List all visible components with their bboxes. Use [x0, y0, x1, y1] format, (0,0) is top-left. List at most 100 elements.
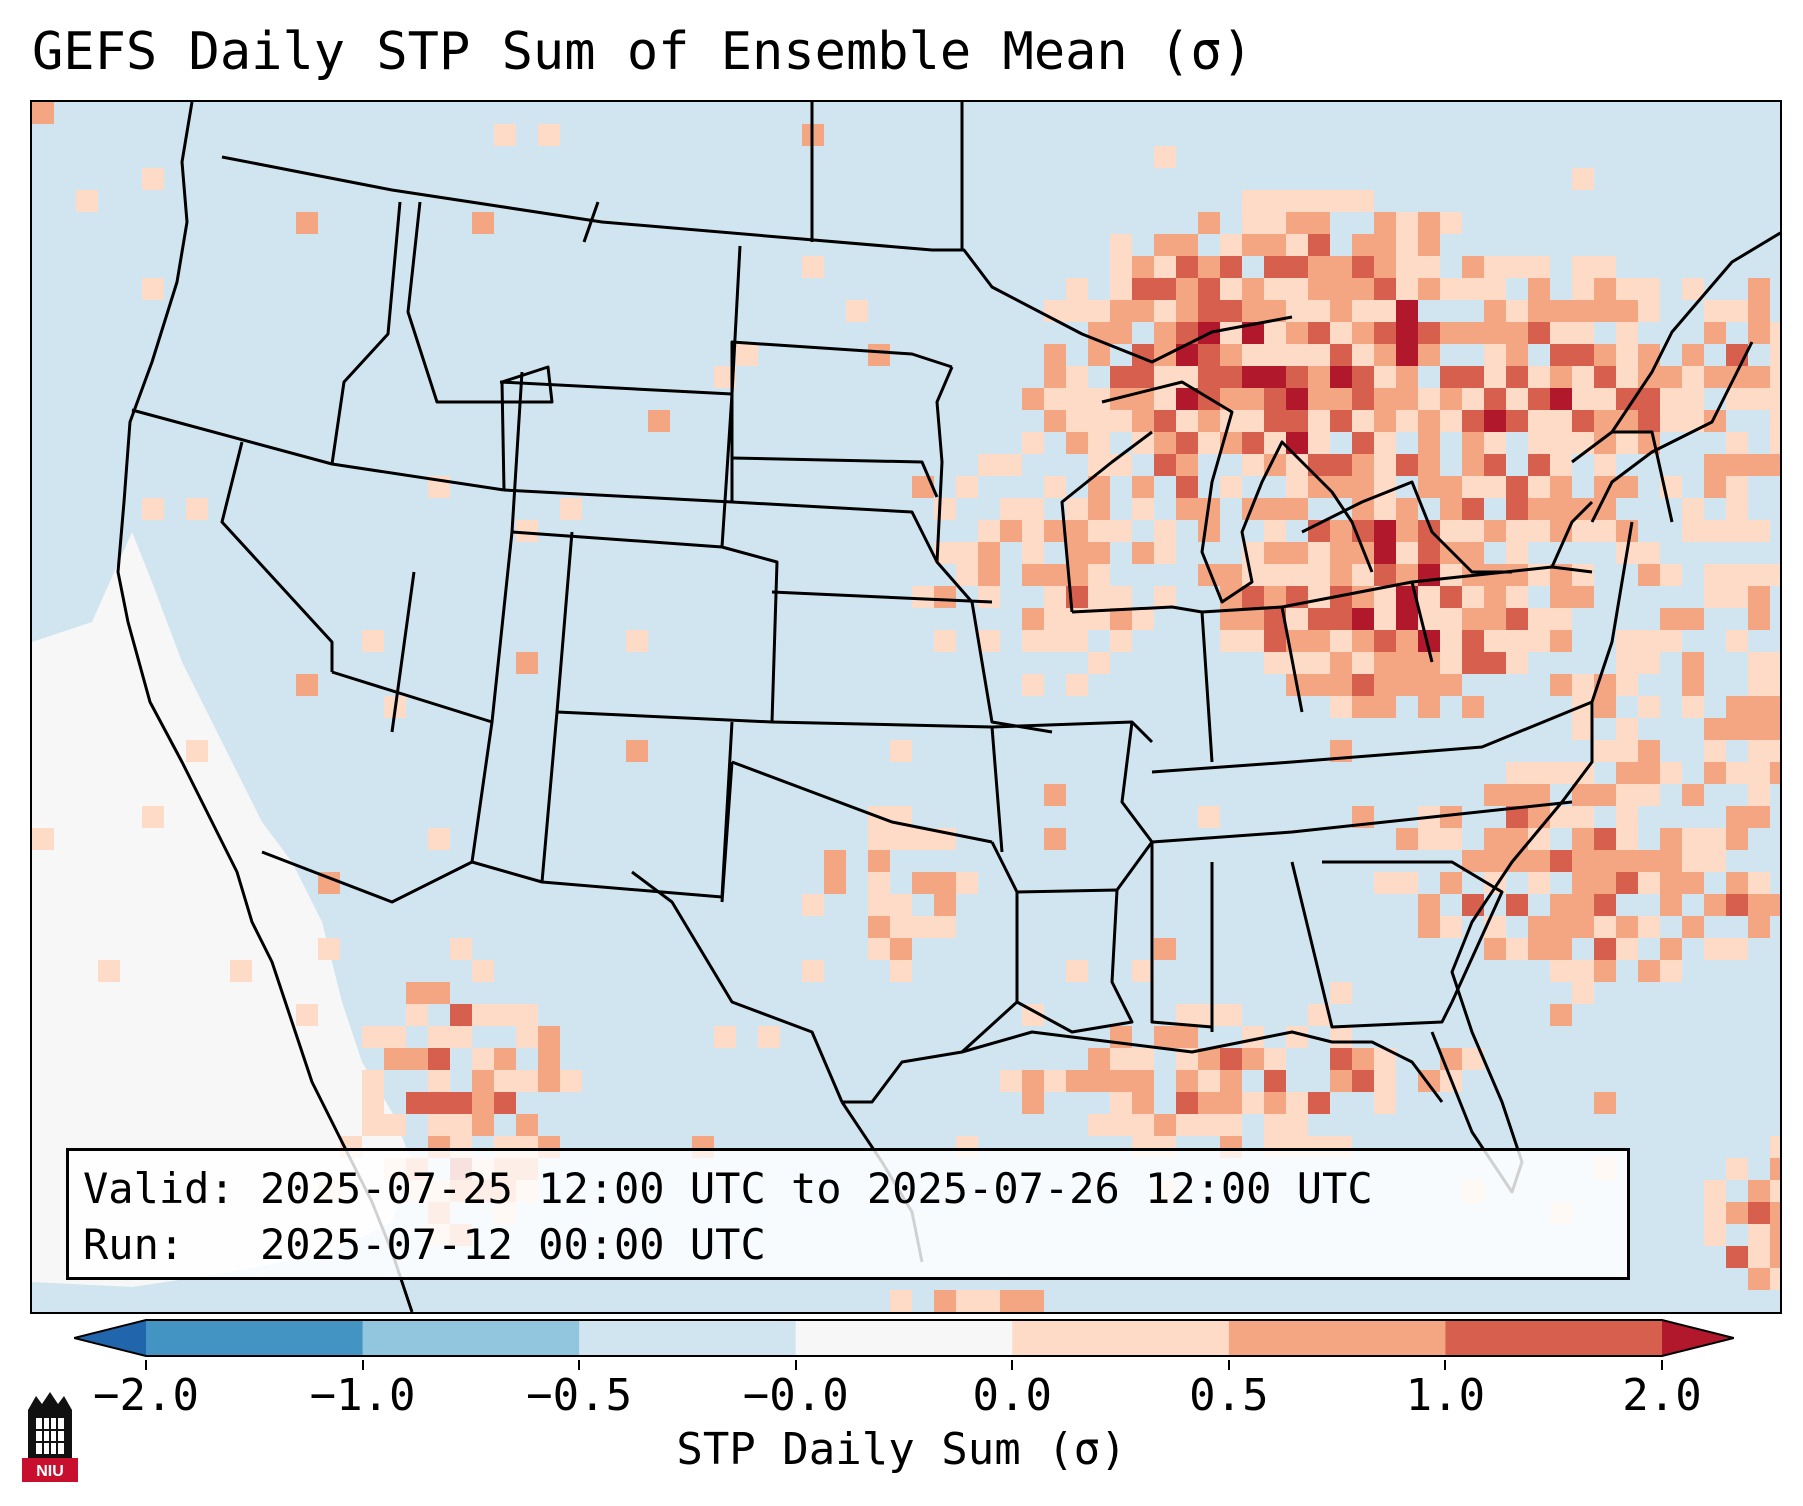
stp-cell: [1748, 300, 1770, 322]
stp-cell: [1748, 718, 1770, 740]
stp-cell: [1308, 586, 1330, 608]
stp-cell: [1528, 278, 1550, 300]
stp-cell: [560, 498, 582, 520]
stp-cell: [1484, 784, 1506, 806]
stp-cell: [626, 740, 648, 762]
stp-cell: [1748, 674, 1770, 696]
stp-cell: [1440, 212, 1462, 234]
stp-cell: [1176, 1026, 1198, 1048]
stp-cell: [1198, 344, 1220, 366]
stp-cell: [1374, 476, 1396, 498]
stp-cell: [1088, 476, 1110, 498]
stp-cell: [1088, 564, 1110, 586]
stp-cell: [1484, 850, 1506, 872]
stp-cell: [1154, 586, 1176, 608]
stp-cell: [1132, 300, 1154, 322]
stp-cell: [1462, 366, 1484, 388]
stp-cell: [1616, 718, 1638, 740]
stp-cell: [1132, 476, 1154, 498]
stp-cell: [1462, 630, 1484, 652]
stp-cell: [1176, 1114, 1198, 1136]
stp-cell: [1220, 344, 1242, 366]
stp-cell: [1726, 388, 1748, 410]
stp-cell: [1506, 520, 1528, 542]
stp-cell: [362, 1070, 384, 1092]
stp-cell: [1616, 872, 1638, 894]
stp-cell: [1484, 630, 1506, 652]
stp-cell: [1528, 850, 1550, 872]
stp-cell: [1176, 1070, 1198, 1092]
stp-cell: [1638, 542, 1660, 564]
stp-cell: [142, 278, 164, 300]
stp-cell: [428, 1114, 450, 1136]
stp-cell: [1286, 234, 1308, 256]
stp-cell: [1528, 322, 1550, 344]
stp-cell: [1616, 828, 1638, 850]
stp-cell: [1286, 388, 1308, 410]
stp-cell: [1726, 1246, 1748, 1268]
stp-cell: [802, 960, 824, 982]
stp-cell: [1550, 586, 1572, 608]
stp-cell: [1396, 388, 1418, 410]
stp-cell: [1396, 630, 1418, 652]
stp-cell: [1264, 630, 1286, 652]
stp-cell: [1286, 366, 1308, 388]
stp-cell: [1264, 234, 1286, 256]
stp-cell: [1616, 652, 1638, 674]
stp-cell: [1396, 410, 1418, 432]
stp-cell: [1550, 476, 1572, 498]
stp-cell: [142, 168, 164, 190]
stp-cell: [1748, 894, 1770, 916]
stp-cell: [1264, 564, 1286, 586]
stp-cell: [1132, 366, 1154, 388]
stp-cell: [1286, 432, 1308, 454]
stp-cell: [1374, 1048, 1396, 1070]
stp-cell: [1154, 1026, 1176, 1048]
stp-cell: [1616, 476, 1638, 498]
stp-cell: [1088, 344, 1110, 366]
colorbar-tick-label: −0.5: [526, 1370, 633, 1421]
stp-cell: [1550, 608, 1572, 630]
stp-cell: [1286, 542, 1308, 564]
stp-cell: [1748, 322, 1770, 344]
stp-cell: [1000, 454, 1022, 476]
stp-cell: [32, 828, 54, 850]
stp-cell: [1440, 410, 1462, 432]
stp-cell: [1044, 784, 1066, 806]
stp-cell: [1022, 1070, 1044, 1092]
stp-cell: [1572, 564, 1594, 586]
stp-cell: [1572, 278, 1594, 300]
stp-cell: [1000, 1290, 1022, 1312]
stp-cell: [1198, 212, 1220, 234]
stp-cell: [1374, 498, 1396, 520]
stp-cell: [1286, 454, 1308, 476]
stp-cell: [1154, 938, 1176, 960]
stp-cell: [1638, 850, 1660, 872]
stp-cell: [1154, 410, 1176, 432]
stp-cell: [1726, 938, 1748, 960]
stp-cell: [934, 586, 956, 608]
stp-cell: [1396, 212, 1418, 234]
colorbar-ticks: −2.0 −1.0 −0.5 −0.0 0.0 0.5 1.0 2.0: [0, 1360, 1803, 1421]
colorbar-segment: [1228, 1320, 1446, 1356]
stp-cell: [1264, 278, 1286, 300]
stp-cell: [1660, 608, 1682, 630]
stp-cell: [868, 1312, 890, 1314]
stp-cell: [1352, 1048, 1374, 1070]
stp-cell: [1726, 1202, 1748, 1224]
stp-cell: [1506, 300, 1528, 322]
stp-cell: [406, 982, 428, 1004]
stp-cell: [1506, 608, 1528, 630]
stp-cell: [318, 872, 340, 894]
stp-cell: [1506, 366, 1528, 388]
stp-cell: [1176, 498, 1198, 520]
stp-cell: [890, 1312, 912, 1314]
colorbar-segment: [579, 1320, 797, 1356]
stp-cell: [1022, 1312, 1044, 1314]
stp-cell: [1110, 1070, 1132, 1092]
stp-cell: [1066, 542, 1088, 564]
stp-cell: [868, 828, 890, 850]
niu-logo: NIU: [22, 1392, 78, 1482]
stp-cell: [1198, 1070, 1220, 1092]
stp-cell: [472, 960, 494, 982]
